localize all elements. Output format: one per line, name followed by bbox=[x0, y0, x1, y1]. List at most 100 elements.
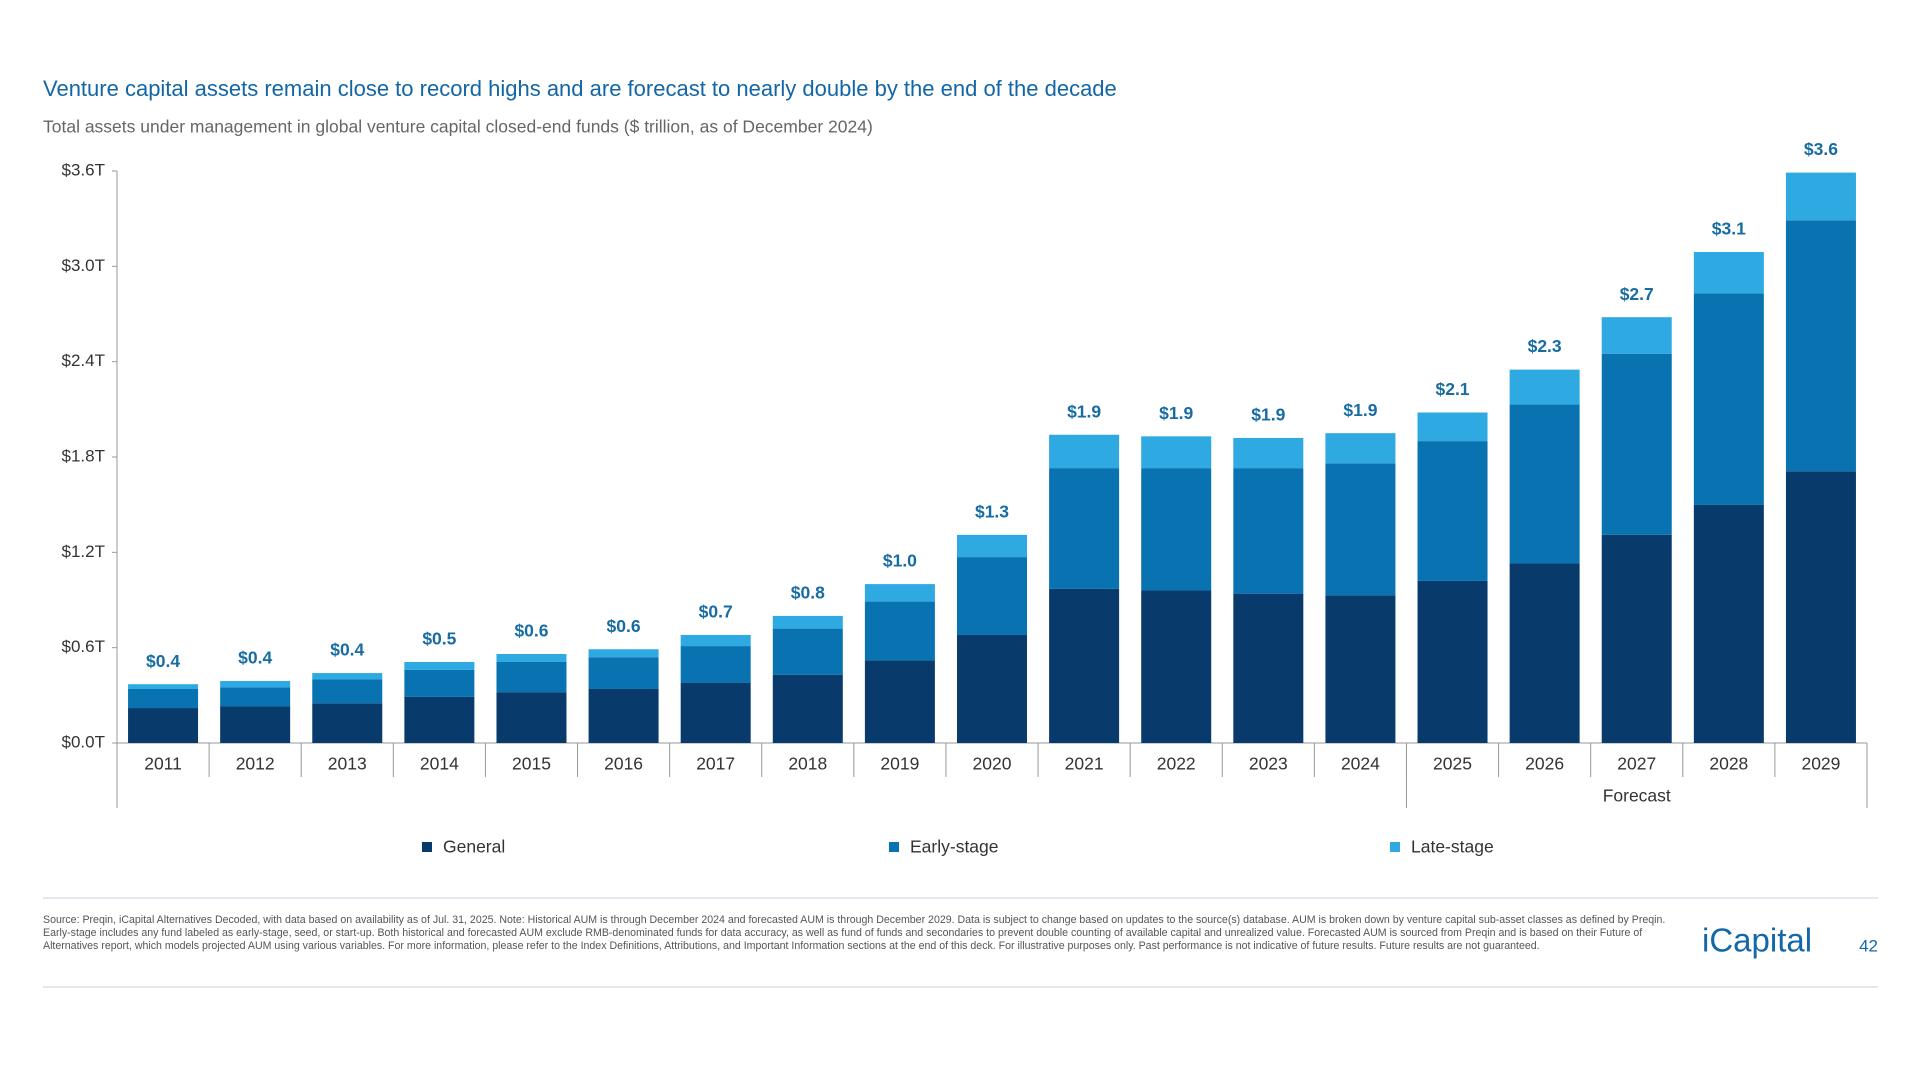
bar-segment bbox=[957, 634, 1027, 743]
total-label: $1.9 bbox=[1159, 403, 1193, 423]
bar-segment bbox=[864, 601, 935, 661]
y-tick-label: $3.6T bbox=[62, 160, 105, 179]
bar-segment bbox=[588, 649, 659, 658]
legend-label: Early-stage bbox=[910, 837, 999, 857]
x-tick-label: 2016 bbox=[604, 754, 643, 774]
x-tick-label: 2014 bbox=[420, 754, 459, 774]
bar-segment bbox=[312, 679, 383, 704]
bar-segment bbox=[680, 646, 751, 683]
total-label: $0.5 bbox=[422, 629, 456, 649]
y-tick-label: $1.8T bbox=[62, 446, 105, 465]
bar-segment bbox=[1785, 471, 1856, 743]
total-label: $0.6 bbox=[514, 621, 548, 641]
bar-segment bbox=[1233, 437, 1304, 469]
x-tick-label: 2017 bbox=[696, 754, 735, 774]
x-tick-label: 2012 bbox=[236, 754, 275, 774]
bar-segment bbox=[864, 660, 935, 743]
total-label: $3.1 bbox=[1712, 219, 1746, 239]
bar-segment bbox=[312, 703, 383, 743]
total-label: $0.6 bbox=[607, 616, 641, 636]
total-label: $2.3 bbox=[1528, 336, 1562, 356]
bar-segment bbox=[1509, 369, 1580, 405]
legend-swatch bbox=[889, 842, 899, 852]
x-tick-label: 2026 bbox=[1525, 754, 1564, 774]
bar-segment bbox=[1049, 468, 1120, 589]
x-tick-label: 2027 bbox=[1617, 754, 1656, 774]
x-tick-label: 2013 bbox=[328, 754, 367, 774]
bar-segment bbox=[1325, 433, 1396, 464]
bar-segment bbox=[404, 669, 475, 697]
bar-segment bbox=[1693, 252, 1764, 294]
bar-segment bbox=[1509, 404, 1580, 564]
bar-segment bbox=[220, 687, 291, 707]
x-tick-label: 2018 bbox=[788, 754, 827, 774]
total-label: $1.9 bbox=[1067, 401, 1101, 421]
bar-segment bbox=[680, 634, 751, 647]
bar-segment bbox=[1785, 220, 1856, 472]
bar-segment bbox=[588, 688, 659, 743]
bar-segment bbox=[1233, 468, 1304, 594]
forecast-label: Forecast bbox=[1603, 786, 1671, 806]
x-tick-label: 2023 bbox=[1249, 754, 1288, 774]
y-tick-label: $0.6T bbox=[62, 637, 105, 656]
total-label: $2.1 bbox=[1435, 379, 1469, 399]
bar-segment bbox=[1785, 172, 1856, 221]
bar-segment bbox=[957, 557, 1027, 635]
bar-segment bbox=[1601, 353, 1672, 535]
x-tick-label: 2011 bbox=[144, 754, 182, 774]
bar-segment bbox=[588, 657, 659, 689]
total-label: $1.0 bbox=[883, 551, 917, 571]
bar-segment bbox=[128, 688, 199, 709]
bar-segment bbox=[1693, 504, 1764, 743]
total-label: $0.4 bbox=[330, 640, 364, 660]
bar-segment bbox=[1693, 293, 1764, 505]
y-tick-label: $2.4T bbox=[62, 351, 105, 370]
x-tick-label: 2021 bbox=[1065, 754, 1104, 774]
total-label: $3.6 bbox=[1804, 139, 1838, 159]
x-tick-label: 2022 bbox=[1157, 754, 1196, 774]
total-label: $0.8 bbox=[791, 583, 825, 603]
y-tick-label: $0.0T bbox=[62, 732, 105, 751]
x-tick-label: 2024 bbox=[1341, 754, 1380, 774]
total-label: $1.3 bbox=[975, 501, 1009, 521]
bar-segment bbox=[312, 673, 383, 680]
bar-segment bbox=[128, 708, 199, 743]
x-tick-label: 2019 bbox=[880, 754, 919, 774]
bar-segment bbox=[864, 584, 935, 602]
bar-segment bbox=[680, 682, 751, 743]
bar-segment bbox=[772, 615, 843, 629]
bar-segment bbox=[496, 692, 567, 743]
bar-segment bbox=[1601, 534, 1672, 743]
total-label: $0.7 bbox=[699, 602, 733, 622]
y-tick-label: $3.0T bbox=[62, 256, 105, 275]
bar-segment bbox=[1141, 468, 1212, 591]
y-tick-label: $1.2T bbox=[62, 542, 105, 561]
chart-subtitle: Total assets under management in global … bbox=[43, 117, 873, 137]
bar-segment bbox=[220, 706, 291, 743]
bar-segment bbox=[404, 696, 475, 743]
total-label: $1.9 bbox=[1251, 405, 1285, 425]
chart-title: Venture capital assets remain close to r… bbox=[43, 76, 1117, 101]
bar-segment bbox=[772, 674, 843, 743]
bar-segment bbox=[128, 684, 199, 689]
bar-segment bbox=[1417, 580, 1488, 743]
total-label: $0.4 bbox=[146, 651, 180, 671]
legend-swatch bbox=[1390, 842, 1400, 852]
bar-segment bbox=[1417, 441, 1488, 581]
total-label: $0.4 bbox=[238, 648, 272, 668]
bar-segment bbox=[1325, 595, 1396, 743]
bar-segment bbox=[1417, 412, 1488, 442]
legend-label: Late-stage bbox=[1411, 837, 1494, 857]
bar-segment bbox=[496, 654, 567, 662]
x-tick-label: 2028 bbox=[1709, 754, 1748, 774]
bar-segment bbox=[1325, 463, 1396, 596]
page-number: 42 bbox=[1859, 936, 1878, 955]
bar-segment bbox=[1049, 588, 1120, 743]
x-tick-label: 2020 bbox=[973, 754, 1012, 774]
legend-swatch bbox=[422, 842, 432, 852]
footnote: Source: Preqin, iCapital Alternatives De… bbox=[43, 914, 1666, 952]
bar-segment bbox=[1601, 317, 1672, 354]
bar-segment bbox=[220, 681, 291, 688]
